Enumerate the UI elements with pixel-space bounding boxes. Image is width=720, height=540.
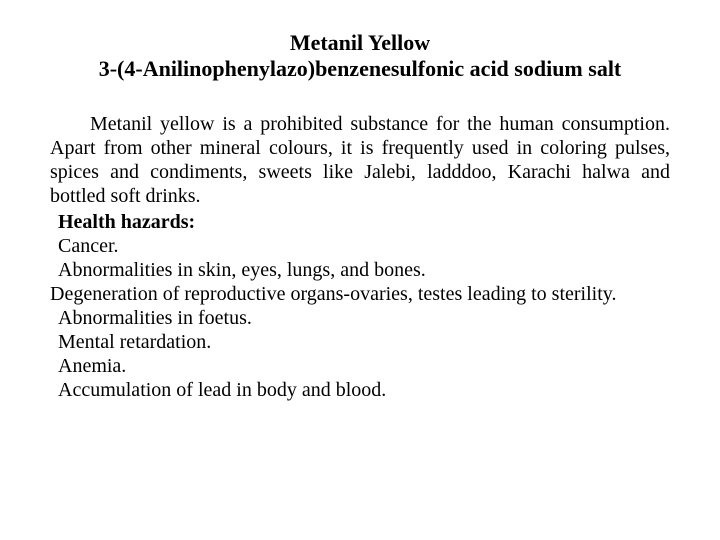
health-hazards-heading: Health hazards: (50, 210, 670, 234)
list-item: Cancer. (50, 234, 670, 258)
content-block: Metanil yellow is a prohibited substance… (50, 112, 670, 402)
title-block: Metanil Yellow 3-(4-Anilinophenylazo)ben… (50, 30, 670, 82)
list-item: Anemia. (50, 354, 670, 378)
main-title: Metanil Yellow (50, 30, 670, 56)
list-item: Degeneration of reproductive organs-ovar… (50, 282, 670, 306)
subtitle: 3-(4-Anilinophenylazo)benzenesulfonic ac… (50, 56, 670, 82)
list-item: Abnormalities in skin, eyes, lungs, and … (50, 258, 670, 282)
list-item: Accumulation of lead in body and blood. (50, 378, 670, 402)
list-item: Abnormalities in foetus. (50, 306, 670, 330)
intro-paragraph: Metanil yellow is a prohibited substance… (50, 112, 670, 208)
list-item: Mental retardation. (50, 330, 670, 354)
